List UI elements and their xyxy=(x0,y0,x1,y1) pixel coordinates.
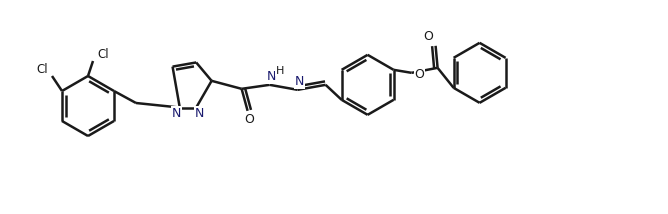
Text: O: O xyxy=(424,30,434,43)
Text: O: O xyxy=(244,113,255,126)
Text: H: H xyxy=(275,66,284,76)
Text: Cl: Cl xyxy=(36,62,48,76)
Text: N: N xyxy=(194,107,204,120)
Text: O: O xyxy=(415,68,425,81)
Text: N: N xyxy=(172,107,182,120)
Text: Cl: Cl xyxy=(97,48,109,61)
Text: N: N xyxy=(267,70,277,83)
Text: N: N xyxy=(295,75,305,88)
